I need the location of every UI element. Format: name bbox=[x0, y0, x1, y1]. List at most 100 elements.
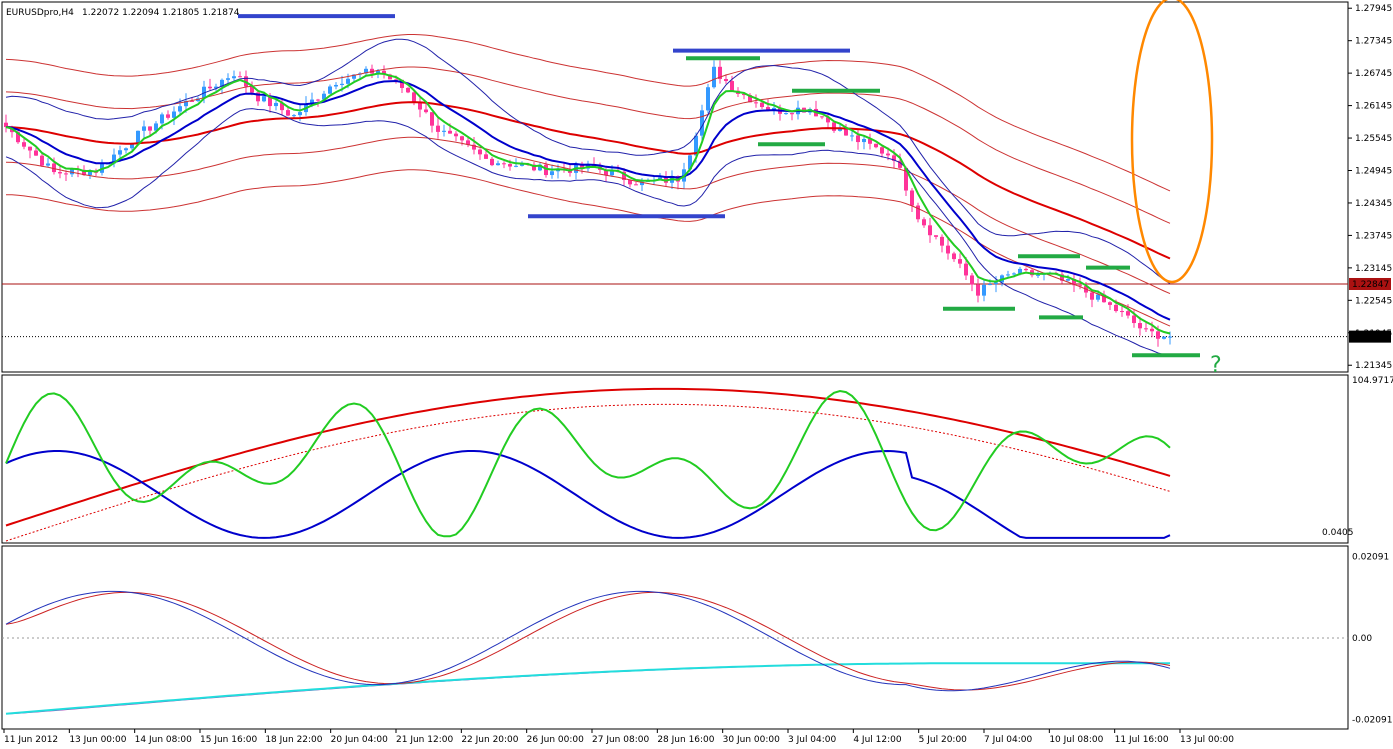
candle-body bbox=[784, 113, 788, 115]
candle-body bbox=[970, 275, 974, 285]
candle-body bbox=[1078, 285, 1082, 287]
candle-body bbox=[532, 164, 536, 171]
candle-body bbox=[1090, 292, 1094, 300]
x-tick-label: 5 Jul 20:00 bbox=[919, 735, 968, 745]
x-tick-label: 4 Jul 12:00 bbox=[853, 735, 902, 745]
symbol-label: EURUSDpro,H4 bbox=[6, 8, 74, 18]
candle-body bbox=[934, 235, 938, 237]
candle-body bbox=[766, 107, 770, 110]
x-tick-label: 3 Jul 04:00 bbox=[788, 735, 837, 745]
candle-body bbox=[58, 172, 62, 174]
candle-body bbox=[886, 153, 890, 156]
candle-body bbox=[694, 135, 698, 156]
price-series-layer bbox=[2, 0, 1348, 358]
candle-body bbox=[166, 114, 170, 118]
candle-body bbox=[322, 93, 326, 100]
candle-body bbox=[298, 112, 302, 116]
candle-body bbox=[46, 163, 50, 166]
candle-body bbox=[52, 163, 56, 173]
candle-body bbox=[64, 173, 68, 175]
candle-body bbox=[1036, 274, 1040, 276]
price-panel[interactable] bbox=[1, 1, 1349, 373]
marked-level-label: 1.21874 bbox=[1352, 333, 1389, 343]
oscillator-tick-label: 0.0405 bbox=[1322, 528, 1354, 538]
price-tick-label: 1.24345 bbox=[1355, 199, 1392, 209]
price-tick-label: 1.23145 bbox=[1355, 264, 1392, 274]
x-tick-label: 13 Jun 00:00 bbox=[69, 735, 126, 745]
candle-body bbox=[826, 117, 830, 123]
candle-body bbox=[442, 130, 446, 132]
x-tick-label: 21 Jun 12:00 bbox=[396, 735, 453, 745]
candle-body bbox=[286, 110, 290, 116]
candle-body bbox=[82, 169, 86, 176]
candle-body bbox=[328, 86, 332, 94]
macd-main-line bbox=[5, 590, 1171, 692]
candle-body bbox=[928, 225, 932, 236]
candle-body bbox=[472, 144, 476, 150]
candle-body bbox=[850, 135, 854, 137]
candle-body bbox=[70, 169, 74, 175]
candle-body bbox=[874, 143, 878, 148]
candle-body bbox=[478, 149, 482, 155]
candle-body bbox=[178, 106, 182, 112]
candle-body bbox=[436, 125, 440, 132]
envelope-line bbox=[5, 66, 1171, 224]
candle-body bbox=[712, 66, 716, 88]
candle-body bbox=[1006, 274, 1010, 276]
x-tick-label: 26 Jun 00:00 bbox=[527, 735, 584, 745]
candle-body bbox=[544, 164, 548, 176]
candle-body bbox=[892, 155, 896, 161]
oscillator-blue-line bbox=[5, 449, 1171, 539]
candle-body bbox=[790, 113, 794, 115]
candle-body bbox=[634, 184, 638, 186]
candle-body bbox=[226, 78, 230, 80]
x-tick-label: 18 Jun 22:00 bbox=[265, 735, 322, 745]
candle-body bbox=[466, 140, 470, 145]
candle-body bbox=[832, 122, 836, 131]
candle-body bbox=[274, 102, 278, 107]
candle-body bbox=[1012, 273, 1016, 275]
x-tick-label: 15 Jun 16:00 bbox=[200, 735, 257, 745]
x-tick-label: 11 Jun 2012 bbox=[4, 735, 58, 745]
candle-body bbox=[640, 181, 644, 186]
envelope-line bbox=[5, 136, 1171, 295]
candle-body bbox=[22, 142, 26, 147]
candle-body bbox=[1156, 331, 1160, 339]
candle-body bbox=[820, 116, 824, 118]
candle-body bbox=[1018, 268, 1022, 274]
candle-body bbox=[838, 128, 842, 131]
x-tick-label: 14 Jun 08:00 bbox=[135, 735, 192, 745]
candle-body bbox=[856, 135, 860, 143]
candle-body bbox=[88, 170, 92, 176]
candle-body bbox=[112, 154, 116, 164]
price-tick-label: 1.26145 bbox=[1355, 102, 1392, 112]
macd-tick-label: -0.02091 bbox=[1352, 715, 1392, 725]
candle-body bbox=[1132, 315, 1136, 324]
candle-body bbox=[1138, 323, 1142, 329]
price-tick-label: 1.21345 bbox=[1355, 361, 1392, 371]
candle-body bbox=[1066, 279, 1070, 281]
oscillator-green-line bbox=[5, 389, 1171, 538]
marked-level-label: 1.22847 bbox=[1352, 280, 1389, 290]
candle-body bbox=[988, 284, 992, 286]
price-tick-label: 1.27945 bbox=[1355, 4, 1392, 14]
macd-tick-label: 0.02091 bbox=[1352, 553, 1389, 563]
candle-body bbox=[238, 76, 242, 78]
envelope-line bbox=[5, 34, 1171, 192]
price-tick-label: 1.23745 bbox=[1355, 231, 1392, 241]
macd-signal-line bbox=[5, 591, 1171, 691]
candle-body bbox=[4, 122, 8, 128]
candle-body bbox=[148, 126, 152, 131]
marked-level-box bbox=[1349, 277, 1391, 290]
candle-body bbox=[844, 128, 848, 136]
candle-body bbox=[262, 96, 266, 102]
candle-body bbox=[40, 155, 44, 166]
candle-body bbox=[862, 138, 866, 143]
candle-body bbox=[268, 96, 272, 107]
marked-level-box bbox=[1349, 330, 1391, 343]
candle-body bbox=[190, 100, 194, 102]
x-tick-label: 27 Jun 08:00 bbox=[592, 735, 649, 745]
candle-body bbox=[400, 79, 404, 88]
candle-body bbox=[580, 163, 584, 169]
x-tick-label: 11 Jul 16:00 bbox=[1115, 735, 1169, 745]
